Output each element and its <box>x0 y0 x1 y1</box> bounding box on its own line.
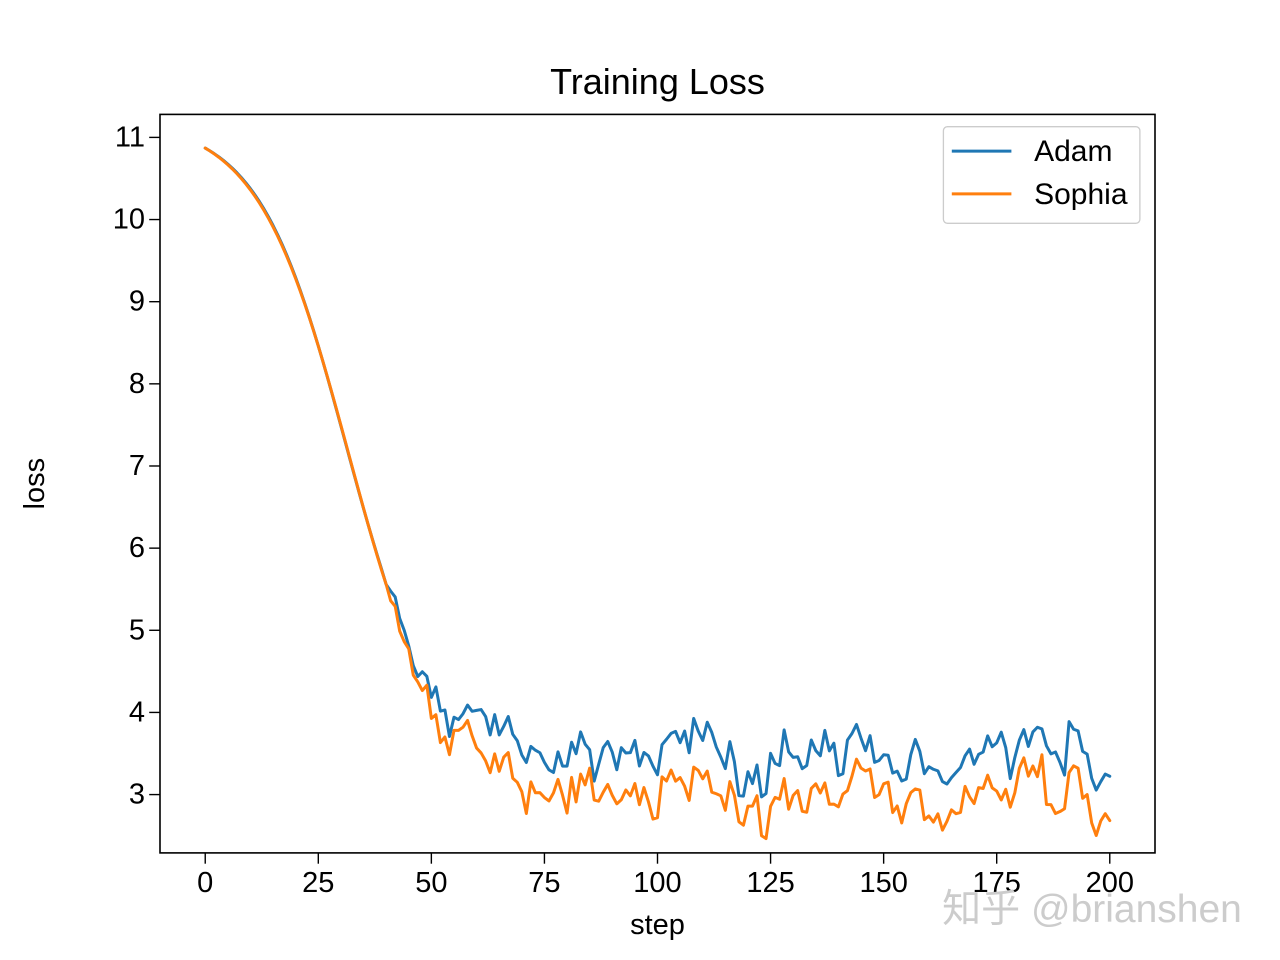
svg-text:Sophia: Sophia <box>1034 178 1128 211</box>
svg-text:0: 0 <box>197 867 213 899</box>
svg-text:Adam: Adam <box>1034 135 1112 168</box>
svg-text:7: 7 <box>129 450 145 482</box>
svg-text:125: 125 <box>746 867 794 899</box>
svg-text:10: 10 <box>113 204 145 236</box>
svg-text:100: 100 <box>633 867 681 899</box>
svg-text:75: 75 <box>528 867 560 899</box>
svg-text:Training Loss: Training Loss <box>550 61 765 102</box>
svg-text:25: 25 <box>302 867 334 899</box>
svg-text:4: 4 <box>129 696 145 728</box>
svg-text:8: 8 <box>129 368 145 400</box>
svg-text:loss: loss <box>19 458 51 510</box>
svg-text:6: 6 <box>129 532 145 564</box>
svg-text:11: 11 <box>115 121 145 153</box>
svg-text:step: step <box>630 909 685 941</box>
svg-text:9: 9 <box>129 286 145 318</box>
svg-text:50: 50 <box>415 867 447 899</box>
svg-text:知乎 @brianshen: 知乎 @brianshen <box>942 888 1242 931</box>
svg-text:3: 3 <box>129 779 145 811</box>
svg-text:150: 150 <box>859 867 907 899</box>
svg-text:5: 5 <box>129 614 145 646</box>
